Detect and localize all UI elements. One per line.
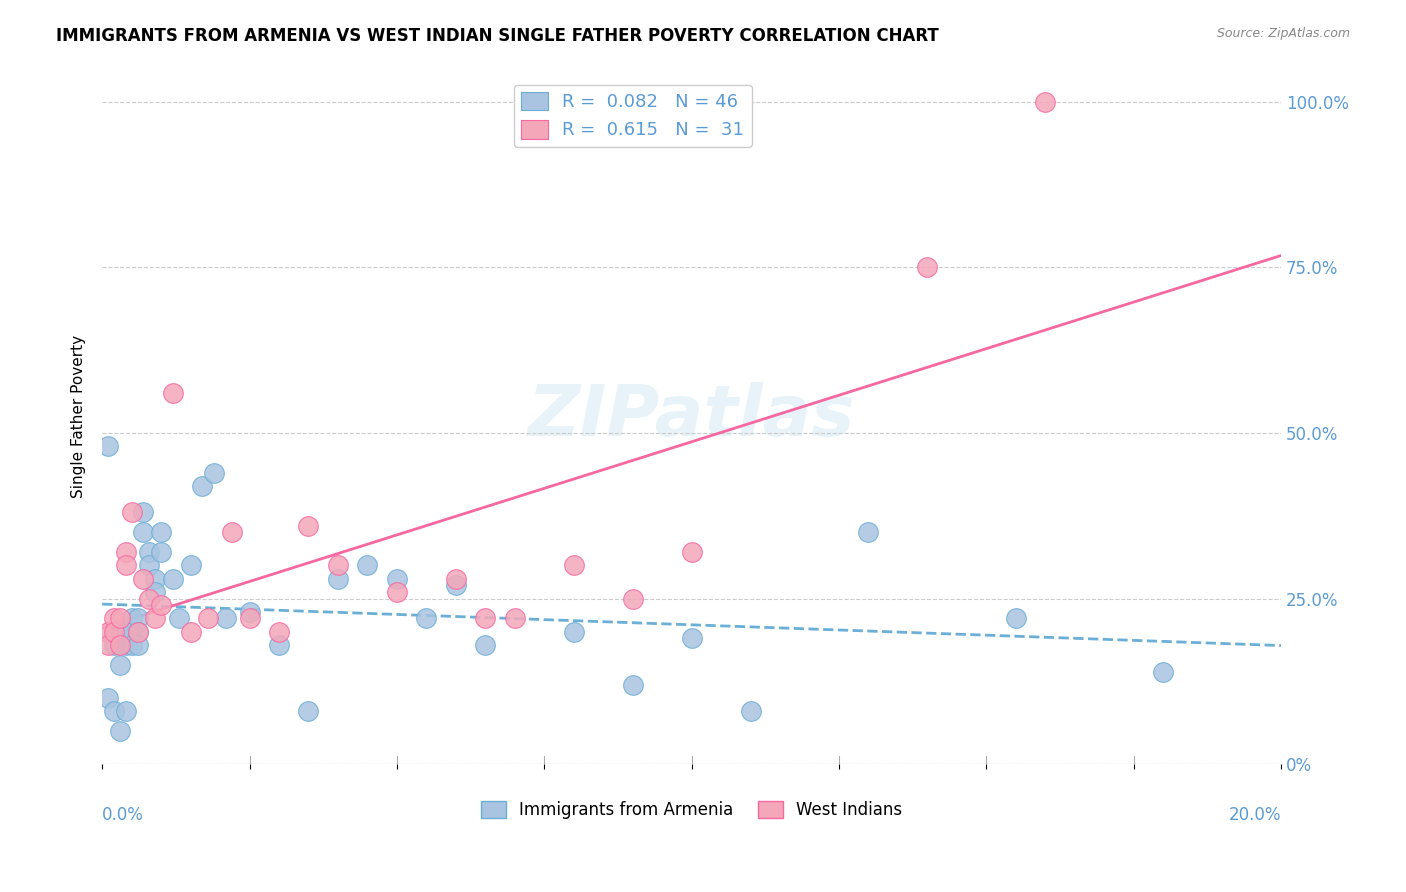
Point [127, 624, 149, 639]
Point [132, 572, 155, 586]
Point [114, 545, 136, 559]
Point [97, 439, 120, 453]
Point [132, 506, 155, 520]
Point [474, 611, 496, 625]
Point [503, 611, 526, 625]
Point [108, 624, 131, 639]
Point [444, 572, 467, 586]
Point [917, 260, 939, 275]
Point [621, 591, 644, 606]
Point [562, 558, 585, 573]
Point [114, 638, 136, 652]
Point [1152, 665, 1174, 679]
Point [114, 558, 136, 573]
Point [221, 525, 243, 540]
Point [114, 704, 136, 718]
Point [121, 611, 143, 625]
Point [97, 691, 120, 706]
Point [238, 611, 260, 625]
Point [127, 638, 149, 652]
Point [267, 624, 290, 639]
Point [103, 624, 125, 639]
Point [150, 599, 173, 613]
Point [121, 506, 143, 520]
Point [740, 704, 762, 718]
Text: 0.0%: 0.0% [103, 806, 143, 824]
Point [162, 572, 184, 586]
Point [297, 518, 319, 533]
Y-axis label: Single Father Poverty: Single Father Poverty [72, 334, 86, 498]
Point [858, 525, 880, 540]
Text: 20.0%: 20.0% [1229, 806, 1281, 824]
Point [143, 611, 166, 625]
Point [138, 558, 160, 573]
Point [143, 585, 166, 599]
Point [138, 591, 160, 606]
Point [103, 638, 125, 652]
Point [562, 624, 585, 639]
Point [267, 638, 290, 652]
Point [108, 724, 131, 739]
Point [326, 572, 349, 586]
Legend: R =  0.082   N = 46, R =  0.615   N =  31: R = 0.082 N = 46, R = 0.615 N = 31 [513, 85, 752, 146]
Point [180, 558, 202, 573]
Point [167, 611, 190, 625]
Point [121, 638, 143, 652]
Point [150, 545, 173, 559]
Point [474, 638, 496, 652]
Point [132, 525, 155, 540]
Point [1033, 95, 1056, 109]
Point [108, 638, 131, 652]
Point [97, 624, 120, 639]
Point [238, 605, 260, 619]
Point [444, 578, 467, 592]
Point [1004, 611, 1026, 625]
Point [385, 572, 408, 586]
Point [621, 678, 644, 692]
Point [103, 611, 125, 625]
Point [197, 611, 219, 625]
Point [356, 558, 378, 573]
Point [180, 624, 202, 639]
Point [681, 545, 703, 559]
Point [143, 572, 166, 586]
Point [297, 704, 319, 718]
Text: ZIPatlas: ZIPatlas [527, 382, 855, 450]
Point [114, 624, 136, 639]
Point [108, 657, 131, 672]
Point [138, 545, 160, 559]
Point [191, 479, 214, 493]
Point [162, 386, 184, 401]
Point [415, 611, 437, 625]
Point [385, 585, 408, 599]
Point [215, 611, 238, 625]
Point [127, 624, 149, 639]
Point [121, 624, 143, 639]
Point [108, 611, 131, 625]
Point [127, 611, 149, 625]
Point [97, 638, 120, 652]
Point [103, 704, 125, 718]
Point [202, 466, 225, 480]
Text: Source: ZipAtlas.com: Source: ZipAtlas.com [1216, 27, 1350, 40]
Point [326, 558, 349, 573]
Text: IMMIGRANTS FROM ARMENIA VS WEST INDIAN SINGLE FATHER POVERTY CORRELATION CHART: IMMIGRANTS FROM ARMENIA VS WEST INDIAN S… [56, 27, 939, 45]
Point [681, 632, 703, 646]
Point [150, 525, 173, 540]
